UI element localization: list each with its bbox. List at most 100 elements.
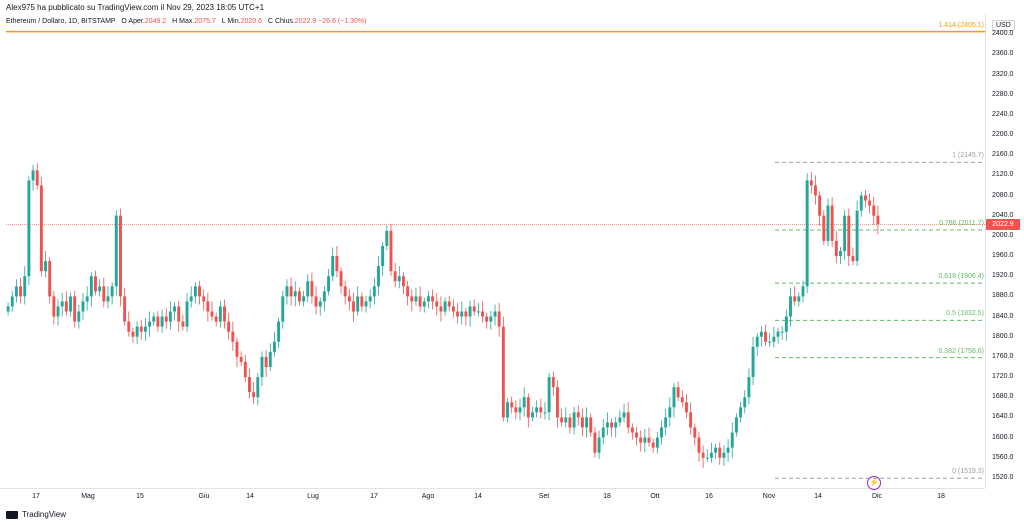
candle-body — [73, 296, 77, 322]
price-tick: 2320.0 — [992, 70, 1014, 78]
candle-body — [210, 311, 214, 317]
candle-body — [589, 417, 593, 433]
last-price-label: 2022.9 — [986, 218, 1020, 230]
candle-body — [89, 276, 93, 297]
candle-body — [218, 306, 222, 322]
candle-body — [714, 447, 718, 453]
candle-body — [152, 316, 156, 322]
candle-body — [127, 321, 131, 332]
currency-badge[interactable]: USD — [992, 20, 1015, 31]
candle-body — [789, 296, 792, 317]
price-plot[interactable] — [0, 0, 985, 488]
published-caption: Alex975 ha pubblicato su TradingView.com… — [6, 3, 265, 12]
candle-body — [472, 306, 476, 312]
candle-body — [343, 286, 347, 297]
candle-body — [227, 321, 231, 332]
candle-body — [859, 195, 863, 211]
candle-body — [685, 402, 688, 413]
candle-body — [385, 230, 389, 246]
candle-body — [476, 311, 480, 313]
candle-body — [834, 240, 838, 257]
candle-body — [268, 351, 272, 367]
candle-body — [48, 261, 52, 297]
candle-body — [297, 291, 301, 302]
candle-body — [64, 301, 68, 312]
candle-body — [252, 392, 256, 398]
candle-body — [543, 412, 547, 414]
candle-body — [680, 397, 684, 403]
candle-body — [655, 437, 659, 448]
candle-body — [722, 452, 726, 458]
price-tick: 2000.0 — [992, 231, 1014, 239]
tradingview-logo-icon — [6, 510, 18, 519]
candle-body — [464, 311, 468, 317]
candle-body — [431, 296, 435, 302]
time-axis[interactable]: 17 Mag 15 Giu 14 Lug 17 Ago 14 Set 18 Ott 16 Nov 14 Dic… — [0, 488, 985, 505]
candle-body — [426, 296, 430, 302]
candle-body — [148, 321, 152, 327]
candle-body — [372, 286, 376, 297]
candle-body — [35, 170, 39, 186]
candle-body — [314, 296, 318, 307]
candle-body — [460, 311, 464, 317]
candle-body — [868, 200, 872, 206]
candle-body — [44, 261, 47, 272]
price-tick: 1640.0 — [992, 413, 1014, 421]
price-tick: 1920.0 — [992, 272, 1014, 280]
price-tick: 2400.0 — [992, 30, 1014, 38]
candle-body — [814, 185, 817, 196]
candle-body — [580, 417, 584, 428]
candle-body — [872, 205, 876, 216]
high-value: 2075.7 — [194, 18, 216, 25]
candle-body — [214, 316, 218, 322]
candle-body — [14, 286, 18, 297]
time-tick: 14 — [474, 493, 482, 500]
candle-body — [568, 417, 572, 428]
candle-body — [352, 301, 355, 312]
candle-body — [489, 316, 493, 322]
candle-body — [730, 432, 734, 448]
candle-body — [705, 457, 709, 459]
candle-body — [456, 311, 460, 317]
candle-body — [81, 301, 85, 312]
candle-body — [322, 291, 326, 302]
candle-body — [668, 407, 672, 418]
candle-body — [734, 417, 738, 433]
candle-body — [772, 336, 776, 342]
candle-body — [847, 215, 851, 257]
candle-body — [19, 286, 23, 297]
price-axis[interactable]: 2400.0 2360.0 2320.0 2280.0 2240.0 2200.0 2160… — [985, 14, 1024, 488]
candle-body — [818, 195, 822, 216]
lightning-icon[interactable]: ⚡ — [867, 476, 881, 490]
candle-body — [52, 296, 56, 317]
candle-body — [726, 447, 730, 453]
candle-body — [260, 356, 264, 378]
candle-body — [664, 417, 668, 428]
price-tick: 2120.0 — [992, 171, 1014, 179]
candle-body — [181, 321, 185, 327]
candle-body — [156, 316, 160, 327]
candle-body — [306, 281, 310, 297]
symbol-name[interactable]: Ethereum / Dollaro, 1D, BITSTAMP — [6, 18, 116, 25]
open-key: Aper. — [128, 18, 145, 25]
candle-body — [780, 331, 784, 333]
candle-body — [435, 301, 439, 307]
symbol-legend: Ethereum / Dollaro, 1D, BITSTAMP O Aper.… — [6, 18, 366, 25]
candle-body — [618, 417, 622, 423]
candle-body — [281, 296, 285, 322]
price-tick: 2080.0 — [992, 191, 1014, 199]
candle-body — [360, 296, 364, 307]
price-tick: 1880.0 — [992, 292, 1014, 300]
change-value: −26.6 (−1.30%) — [318, 18, 367, 25]
candle-body — [318, 301, 322, 307]
time-tick: Lug — [307, 493, 319, 500]
candle-body — [660, 427, 663, 438]
time-tick: 14 — [246, 493, 254, 500]
candle-body — [368, 296, 372, 302]
candle-body — [614, 422, 618, 428]
candle-body — [751, 346, 755, 378]
candle-body — [160, 316, 164, 327]
candle-body — [576, 412, 580, 418]
candle-body — [389, 230, 393, 272]
time-tick: 17 — [32, 493, 40, 500]
